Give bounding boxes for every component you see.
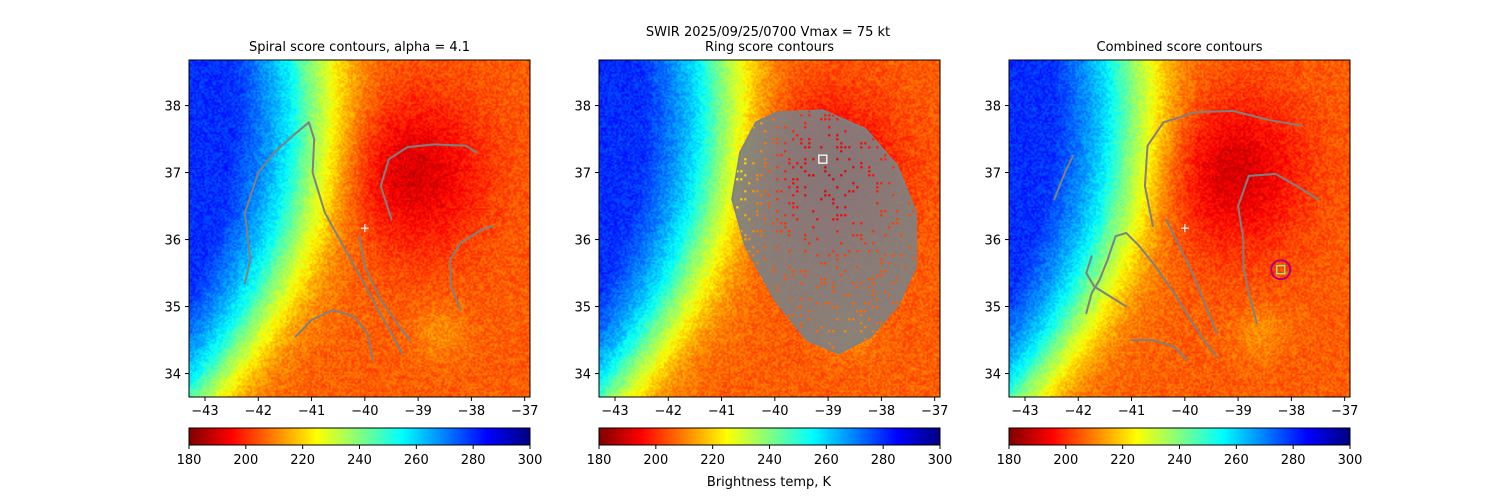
y-tick-label: 38 — [574, 100, 591, 115]
y-tick-label: 37 — [984, 167, 1001, 182]
x-tick-label: −37 — [921, 404, 948, 419]
contour-line — [1165, 218, 1218, 335]
x-tick-label: −38 — [1278, 404, 1305, 419]
panel-title: Combined score contours — [1097, 40, 1263, 55]
y-tick-label: 35 — [164, 301, 181, 316]
colorbar-tick-label: 220 — [700, 453, 725, 468]
contour-line — [1237, 172, 1319, 325]
x-tick-label: −37 — [1331, 404, 1358, 419]
x-tick-label: −41 — [298, 404, 325, 419]
colorbar-tick-label: 240 — [757, 453, 782, 468]
y-tick-label: 37 — [574, 167, 591, 182]
contour-line — [1085, 255, 1128, 308]
colorbar-tick-label: 300 — [1338, 453, 1363, 468]
x-tick-label: −40 — [1171, 404, 1198, 419]
colorbar-tick-label: 180 — [177, 453, 202, 468]
colorbar-tick-label: 200 — [1053, 453, 1078, 468]
x-tick-label: −37 — [511, 404, 538, 419]
x-tick-label: −42 — [245, 404, 272, 419]
colorbar-tick-label: 180 — [997, 453, 1022, 468]
contour-line — [294, 308, 374, 362]
center-square-marker — [1276, 265, 1286, 275]
y-tick-label: 36 — [164, 234, 181, 249]
colorbar-tick-label: 220 — [290, 453, 315, 468]
panel-3: Combined score contours −43 −42 −41 −40 −39 −3… — [984, 40, 1362, 468]
contour-line — [1143, 109, 1303, 228]
x-tick-label: −40 — [761, 404, 788, 419]
axes-frame — [598, 59, 941, 398]
axes-frame — [1008, 59, 1351, 398]
panel-title: Spiral score contours, alpha = 4.1 — [249, 40, 470, 55]
colorbar-tick-label: 180 — [587, 453, 612, 468]
panel-title: Ring score contours — [705, 40, 834, 55]
x-tick-label: −43 — [1011, 404, 1038, 419]
colorbar-tick-label: 200 — [643, 453, 668, 468]
center-plus-marker — [1180, 224, 1189, 233]
contour-line — [1053, 154, 1074, 201]
y-tick-label: 38 — [984, 100, 1001, 115]
heatmap-image — [189, 60, 530, 397]
colorbar-tick-label: 300 — [518, 453, 543, 468]
colorbar-tick-label: 280 — [1281, 453, 1306, 468]
colorbar — [188, 427, 531, 446]
contour-line — [358, 235, 412, 342]
colorbar — [1008, 427, 1351, 446]
x-tick-label: −41 — [1118, 404, 1145, 419]
figure-suptitle: SWIR 2025/09/25/0700 Vmax = 75 kt — [646, 25, 890, 40]
colorbar-label: Brightness temp, K — [707, 475, 832, 490]
colorbar-tick-label: 240 — [1167, 453, 1192, 468]
colorbar-tick-label: 200 — [233, 453, 258, 468]
contour-line — [1085, 231, 1218, 358]
x-tick-label: −43 — [191, 404, 218, 419]
colorbar-tick-label: 280 — [871, 453, 896, 468]
x-tick-label: −42 — [655, 404, 682, 419]
contour-line — [243, 121, 404, 355]
center-circle-marker — [1270, 259, 1292, 281]
x-tick-label: −39 — [404, 404, 431, 419]
contour-line — [1130, 339, 1189, 362]
x-tick-label: −43 — [601, 404, 628, 419]
contour-line — [449, 225, 494, 311]
x-tick-label: −41 — [708, 404, 735, 419]
colorbar-tick-label: 220 — [1110, 453, 1135, 468]
y-tick-label: 38 — [164, 100, 181, 115]
y-tick-label: 35 — [574, 301, 591, 316]
panel-1: Spiral score contours, alpha = 4.1 −43 −42… — [164, 40, 542, 468]
colorbar-tick-label: 260 — [1224, 453, 1249, 468]
colorbar-tick-label: 260 — [404, 453, 429, 468]
heatmap-image — [1009, 60, 1350, 397]
y-tick-label: 34 — [574, 368, 591, 383]
x-tick-label: −39 — [814, 404, 841, 419]
colorbar — [598, 427, 941, 446]
center-square-marker — [818, 154, 828, 164]
x-tick-label: −40 — [351, 404, 378, 419]
center-plus-marker — [360, 224, 369, 233]
contour-line — [379, 143, 478, 221]
colorbar-tick-label: 280 — [461, 453, 486, 468]
y-tick-label: 34 — [164, 368, 181, 383]
colorbar-tick-label: 240 — [347, 453, 372, 468]
colorbar-tick-label: 300 — [928, 453, 953, 468]
x-tick-label: −42 — [1065, 404, 1092, 419]
y-tick-label: 34 — [984, 368, 1001, 383]
axes-frame — [188, 59, 531, 398]
x-tick-label: −38 — [868, 404, 895, 419]
y-tick-label: 37 — [164, 167, 181, 182]
colorbar-tick-label: 260 — [814, 453, 839, 468]
y-tick-label: 36 — [574, 234, 591, 249]
y-tick-label: 35 — [984, 301, 1001, 316]
panel-2: Ring score contours −43 −42 −41 −40 −39 −38 −37… — [574, 40, 952, 468]
x-tick-label: −39 — [1224, 404, 1251, 419]
x-tick-label: −38 — [458, 404, 485, 419]
y-tick-label: 36 — [984, 234, 1001, 249]
